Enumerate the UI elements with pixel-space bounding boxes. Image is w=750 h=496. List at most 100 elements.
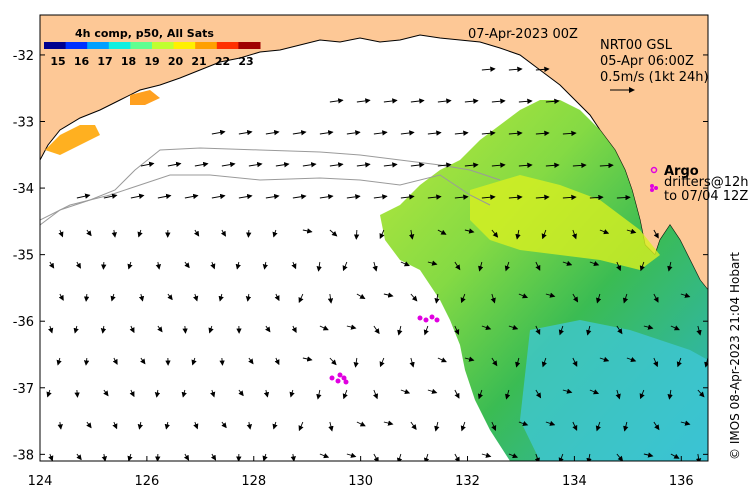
current-arrow (534, 453, 540, 461)
current-arrow (680, 420, 691, 426)
current-arrow (329, 162, 344, 168)
current-arrow (194, 161, 209, 168)
current-arrow (129, 389, 135, 398)
y-tick-label: -33 (13, 116, 34, 131)
current-arrow (596, 293, 602, 304)
current-arrow (272, 421, 278, 430)
argo-drifter-track-2 (329, 372, 349, 385)
current-arrow (535, 194, 550, 201)
current-arrow (410, 421, 417, 431)
sst-coastal-warm (45, 125, 100, 155)
y-tick-label: -34 (13, 182, 34, 197)
current-arrow (372, 261, 378, 272)
current-arrow (427, 388, 438, 394)
x-tick-label: 136 (669, 474, 694, 489)
current-arrow (589, 194, 604, 201)
current-arrow (76, 453, 82, 461)
current-arrow (86, 229, 92, 237)
current-arrow (437, 98, 452, 104)
current-arrow (262, 453, 268, 461)
current-arrow (373, 389, 379, 400)
current-arrow (316, 261, 322, 272)
current-arrow (329, 98, 344, 104)
current-arrow (379, 357, 385, 368)
current-arrow (137, 421, 143, 430)
x-tick-label: 126 (134, 474, 159, 489)
current-arrow (353, 229, 360, 240)
current-arrow (599, 162, 614, 169)
current-arrow (48, 261, 55, 269)
current-arrow (210, 453, 217, 461)
y-tick-label: -32 (13, 49, 34, 64)
current-arrow (508, 324, 519, 330)
colorbar-swatch (152, 42, 175, 49)
current-arrow (75, 261, 81, 269)
current-arrow (595, 421, 601, 432)
current-arrow (454, 389, 460, 399)
current-arrow (137, 229, 143, 238)
current-arrow (272, 229, 278, 238)
current-arrow (653, 229, 659, 239)
current-arrow (434, 421, 440, 432)
current-arrow (477, 389, 483, 400)
current-arrow (491, 162, 506, 168)
current-arrow (83, 293, 90, 302)
current-arrow (210, 389, 216, 398)
current-arrow (302, 162, 317, 168)
current-arrow (667, 261, 673, 272)
current-arrow (193, 421, 199, 430)
colorbar-swatch (173, 42, 196, 49)
current-vectors (46, 66, 708, 461)
current-arrow (262, 261, 269, 270)
current-arrow (639, 389, 645, 400)
colorbar-swatch (195, 42, 218, 49)
current-arrow (504, 261, 510, 272)
current-arrow (383, 162, 398, 168)
current-arrow (676, 357, 682, 368)
current-arrow (48, 453, 54, 461)
current-arrow (263, 389, 270, 398)
current-arrow (535, 261, 541, 271)
colorbar-swatch (238, 42, 261, 49)
current-arrow (111, 229, 117, 238)
current-arrow (290, 453, 296, 461)
current-arrow (346, 452, 357, 458)
current-arrow (464, 228, 475, 234)
current-arrow (356, 293, 366, 299)
current-arrow (167, 293, 173, 301)
current-arrow (184, 261, 190, 269)
current-arrow (373, 130, 388, 136)
current-arrow (383, 292, 394, 298)
current-arrow (319, 194, 334, 200)
current-arrow (379, 229, 385, 240)
current-arrow (515, 357, 521, 368)
current-arrow (508, 194, 523, 200)
current-arrow (86, 421, 92, 429)
current-arrow (353, 357, 359, 368)
current-arrow (622, 293, 629, 304)
current-arrow (481, 324, 492, 331)
current-arrow (545, 420, 556, 426)
current-arrow (328, 421, 334, 432)
current-arrow (423, 453, 430, 461)
current-arrow (140, 161, 155, 167)
current-arrow (491, 98, 506, 104)
current-arrow (292, 130, 307, 136)
current-arrow (586, 453, 592, 461)
current-arrow (535, 389, 542, 399)
current-arrow (235, 261, 241, 270)
current-arrow (101, 453, 108, 461)
current-arrow (211, 129, 226, 136)
current-arrow (329, 229, 338, 237)
current-arrow (696, 325, 702, 336)
current-arrow (210, 261, 216, 270)
colorbar-title: 4h comp, p50, All Sats (75, 27, 214, 40)
current-arrow (667, 389, 673, 400)
current-arrow (112, 421, 118, 430)
current-arrow (545, 162, 560, 169)
current-arrow (481, 452, 492, 458)
current-arrow (346, 194, 361, 200)
current-arrow (154, 389, 161, 398)
current-arrow (518, 420, 529, 427)
